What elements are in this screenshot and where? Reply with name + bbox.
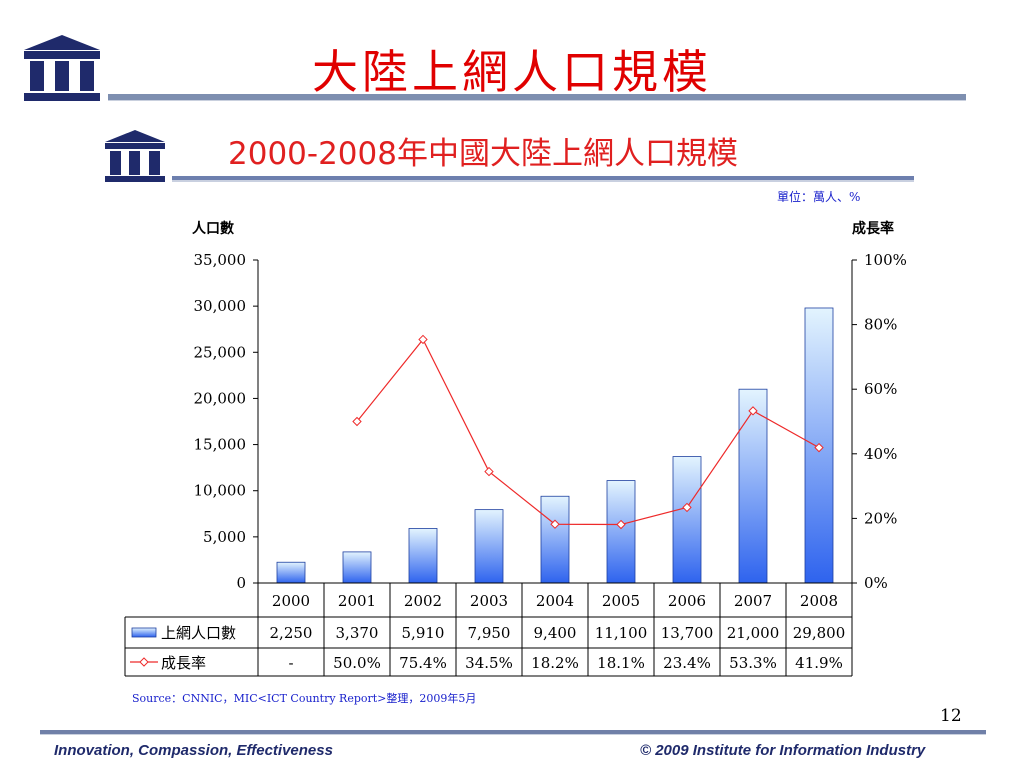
growth-point — [418, 334, 428, 345]
y-left-tick-label: 15,000 — [194, 436, 247, 454]
legend-bar-label: 上網人口數 — [161, 624, 236, 642]
y-right-tick-label: 80% — [864, 316, 897, 334]
population-value: 3,370 — [336, 624, 379, 642]
population-value: 9,400 — [534, 624, 577, 642]
growth-value: 34.5% — [465, 654, 513, 672]
bar — [540, 495, 570, 584]
footer-slogan: Innovation, Compassion, Effectiveness — [54, 742, 333, 759]
growth-value: - — [288, 654, 293, 672]
growth-point — [682, 502, 692, 513]
population-value: 13,700 — [661, 624, 714, 642]
bar — [738, 388, 768, 584]
bar — [408, 528, 438, 584]
y-left-tick-label: 0 — [236, 574, 246, 592]
institute-logo-icon — [24, 35, 100, 101]
y-left-tick-label: 25,000 — [194, 343, 247, 361]
growth-value: 18.2% — [531, 654, 579, 672]
y-right-axis-title: 成長率 — [852, 221, 894, 237]
x-tick-label: 2000 — [272, 592, 310, 610]
y-left-tick-label: 20,000 — [194, 389, 247, 407]
y-right-tick-label: 40% — [864, 445, 897, 463]
growth-point — [814, 442, 824, 453]
y-right-tick-label: 0% — [864, 574, 888, 592]
x-tick-label: 2003 — [470, 592, 508, 610]
page-number: 12 — [940, 706, 962, 726]
title-divider — [108, 94, 966, 101]
unit-note: 單位：萬人、% — [777, 190, 861, 204]
population-value: 21,000 — [727, 624, 780, 642]
legend-line-label: 成長率 — [161, 654, 206, 672]
population-value: 29,800 — [793, 624, 846, 642]
population-value: 2,250 — [270, 624, 313, 642]
legend-line-marker — [139, 657, 149, 667]
population-value: 7,950 — [468, 624, 511, 642]
source-note: Source：CNNIC，MIC<ICT Country Report>整理，2… — [132, 692, 477, 705]
bar — [672, 456, 702, 584]
y-left-tick-label: 30,000 — [194, 297, 247, 315]
growth-point — [484, 466, 494, 477]
growth-value: 41.9% — [795, 654, 843, 672]
growth-point — [352, 416, 362, 427]
growth-point — [550, 519, 560, 529]
growth-value: 50.0% — [333, 654, 381, 672]
y-right-tick-label: 60% — [864, 380, 897, 398]
growth-line — [356, 338, 820, 526]
bar — [276, 561, 306, 584]
growth-value: 18.1% — [597, 654, 645, 672]
y-right-tick-label: 20% — [864, 509, 897, 527]
x-tick-label: 2005 — [602, 592, 640, 610]
y-left-tick-label: 5,000 — [203, 528, 246, 546]
x-tick-label: 2007 — [734, 592, 772, 610]
chart-title: 2000-2008年中國大陸上網人口規模 — [228, 136, 738, 172]
population-value: 5,910 — [402, 624, 445, 642]
page-title: 大陸上網人口規模 — [312, 45, 712, 99]
bar — [342, 551, 372, 584]
institute-logo-icon — [105, 130, 165, 182]
footer-divider — [40, 730, 986, 735]
growth-point — [748, 406, 758, 416]
x-tick-label: 2004 — [536, 592, 574, 610]
growth-value: 23.4% — [663, 654, 711, 672]
y-left-tick-label: 10,000 — [194, 482, 247, 500]
growth-value: 75.4% — [399, 654, 447, 672]
x-tick-label: 2002 — [404, 592, 442, 610]
y-left-axis-title: 人口數 — [192, 221, 234, 237]
x-tick-label: 2006 — [668, 592, 706, 610]
footer-copyright: © 2009 Institute for Information Industr… — [640, 742, 926, 759]
growth-value: 53.3% — [729, 654, 777, 672]
chart-title-divider — [172, 176, 914, 182]
y-left-tick-label: 35,000 — [194, 251, 247, 269]
x-tick-label: 2001 — [338, 592, 376, 610]
legend-bar-swatch — [131, 627, 157, 638]
bar — [474, 509, 504, 584]
population-value: 11,100 — [595, 624, 648, 642]
y-right-tick-label: 100% — [864, 251, 907, 269]
bar — [606, 480, 636, 584]
x-tick-label: 2008 — [800, 592, 838, 610]
growth-point — [616, 519, 626, 530]
